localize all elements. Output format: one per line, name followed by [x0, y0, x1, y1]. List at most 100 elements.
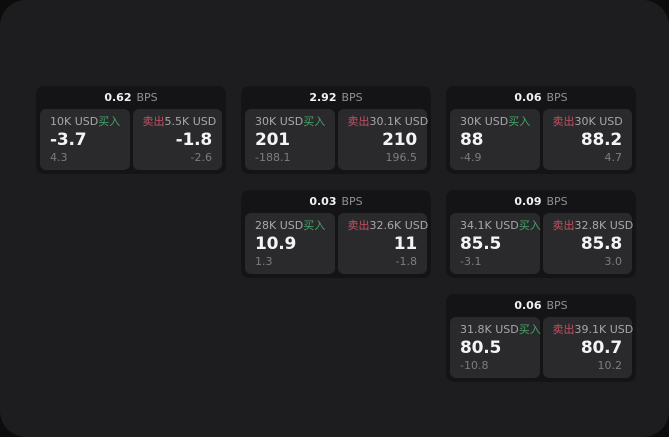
buy-side-label: 买入 — [518, 323, 541, 336]
sell-side-label: 卖出 — [552, 323, 575, 336]
buy-panel[interactable]: 10K USD 买入 -3.7 4.3 — [40, 109, 130, 170]
buy-panel[interactable]: 28K USD 买入 10.9 1.3 — [245, 213, 335, 274]
quote-card: 0.09 BPS 34.1K USD 买入 85.5 -3.1 卖出 32.8K … — [446, 190, 636, 278]
quote-card: 0.06 BPS 30K USD 买入 88 -4.9 卖出 30K USD 88… — [446, 86, 636, 174]
sell-size-label: 32.8K USD — [574, 219, 634, 232]
buy-sub-value: -188.1 — [255, 150, 291, 164]
sell-sub-value: -2.6 — [190, 150, 212, 164]
buy-side-label: 买入 — [98, 115, 121, 128]
buy-price-value: 10.9 — [255, 233, 297, 254]
buy-side-label: 买入 — [518, 219, 541, 232]
sell-panel[interactable]: 卖出 39.1K USD 80.7 10.2 — [542, 317, 634, 378]
sell-side-label: 卖出 — [142, 115, 165, 128]
sell-panel[interactable]: 卖出 30.1K USD 210 196.5 — [337, 109, 429, 170]
buy-size-label: 28K USD — [255, 219, 304, 232]
buy-price-value: 201 — [255, 129, 290, 150]
sell-panel-top: 卖出 32.6K USD — [347, 219, 429, 232]
buy-size-label: 34.1K USD — [460, 219, 519, 232]
buy-panel-top: 10K USD 买入 — [50, 115, 121, 128]
buy-size-label: 31.8K USD — [460, 323, 519, 336]
bps-value: 2.92 — [309, 91, 337, 104]
buy-size-label: 30K USD — [460, 115, 509, 128]
buy-sub-value: -3.1 — [460, 254, 482, 268]
buy-panel-top: 28K USD 买入 — [255, 219, 326, 232]
sell-panel[interactable]: 卖出 32.6K USD 11 -1.8 — [337, 213, 429, 274]
buy-size-label: 10K USD — [50, 115, 99, 128]
sell-side-label: 卖出 — [347, 219, 370, 232]
sell-panel-top: 卖出 5.5K USD — [142, 115, 217, 128]
bps-value: 0.09 — [514, 195, 542, 208]
bps-value: 0.03 — [309, 195, 337, 208]
sell-panel[interactable]: 卖出 32.8K USD 85.8 3.0 — [542, 213, 634, 274]
buy-side-label: 买入 — [303, 115, 326, 128]
card-bps-header: 0.62 BPS — [36, 86, 226, 109]
buy-panel[interactable]: 30K USD 买入 88 -4.9 — [450, 109, 540, 170]
quote-card: 0.62 BPS 10K USD 买入 -3.7 4.3 卖出 5.5K USD … — [36, 86, 226, 174]
sell-price-value: 88.2 — [580, 129, 622, 150]
card-body: 30K USD 买入 201 -188.1 卖出 30.1K USD 210 1… — [241, 109, 431, 174]
buy-price-value: 80.5 — [460, 337, 502, 358]
sell-sub-value: 3.0 — [604, 254, 623, 268]
sell-size-label: 30.1K USD — [369, 115, 429, 128]
sell-panel-top: 卖出 30.1K USD — [347, 115, 429, 128]
card-body: 30K USD 买入 88 -4.9 卖出 30K USD 88.2 4.7 — [446, 109, 636, 174]
buy-size-label: 30K USD — [255, 115, 304, 128]
sell-panel-top: 卖出 39.1K USD — [552, 323, 634, 336]
card-bps-header: 0.09 BPS — [446, 190, 636, 213]
quote-card: 2.92 BPS 30K USD 买入 201 -188.1 卖出 30.1K U… — [241, 86, 431, 174]
buy-sub-value: 4.3 — [50, 150, 68, 164]
buy-price-value: -3.7 — [50, 129, 87, 150]
buy-sub-value: 1.3 — [255, 254, 273, 268]
sell-sub-value: -1.8 — [395, 254, 417, 268]
card-body: 31.8K USD 买入 80.5 -10.8 卖出 39.1K USD 80.… — [446, 317, 636, 382]
sell-price-value: 210 — [382, 129, 417, 150]
buy-panel[interactable]: 30K USD 买入 201 -188.1 — [245, 109, 335, 170]
sell-price-value: 80.7 — [580, 337, 622, 358]
buy-price-value: 85.5 — [460, 233, 502, 254]
sell-sub-value: 4.7 — [604, 150, 623, 164]
buy-sub-value: -4.9 — [460, 150, 482, 164]
bps-unit-label: BPS — [546, 299, 568, 312]
sell-panel-top: 卖出 32.8K USD — [552, 219, 634, 232]
quote-cards-grid: 0.62 BPS 10K USD 买入 -3.7 4.3 卖出 5.5K USD … — [36, 86, 636, 382]
buy-side-label: 买入 — [508, 115, 531, 128]
bps-value: 0.06 — [514, 299, 542, 312]
sell-sub-value: 196.5 — [385, 150, 418, 164]
card-bps-header: 2.92 BPS — [241, 86, 431, 109]
sell-size-label: 30K USD — [574, 115, 623, 128]
bps-unit-label: BPS — [341, 91, 363, 104]
sell-panel[interactable]: 卖出 30K USD 88.2 4.7 — [542, 109, 632, 170]
card-body: 28K USD 买入 10.9 1.3 卖出 32.6K USD 11 -1.8 — [241, 213, 431, 278]
sell-size-label: 32.6K USD — [369, 219, 429, 232]
sell-price-value: 11 — [393, 233, 417, 254]
sell-panel[interactable]: 卖出 5.5K USD -1.8 -2.6 — [132, 109, 222, 170]
sell-size-label: 5.5K USD — [164, 115, 217, 128]
bps-unit-label: BPS — [341, 195, 363, 208]
sell-side-label: 卖出 — [552, 115, 575, 128]
bps-value: 0.06 — [514, 91, 542, 104]
buy-side-label: 买入 — [303, 219, 326, 232]
buy-sub-value: -10.8 — [460, 358, 489, 372]
sell-price-value: 85.8 — [580, 233, 622, 254]
buy-panel[interactable]: 31.8K USD 买入 80.5 -10.8 — [450, 317, 541, 378]
card-bps-header: 0.06 BPS — [446, 294, 636, 317]
card-body: 34.1K USD 买入 85.5 -3.1 卖出 32.8K USD 85.8… — [446, 213, 636, 278]
quote-card: 0.06 BPS 31.8K USD 买入 80.5 -10.8 卖出 39.1K… — [446, 294, 636, 382]
sell-price-value: -1.8 — [175, 129, 213, 150]
card-body: 10K USD 买入 -3.7 4.3 卖出 5.5K USD -1.8 -2.… — [36, 109, 226, 174]
sell-side-label: 卖出 — [347, 115, 370, 128]
bps-unit-label: BPS — [546, 91, 568, 104]
sell-sub-value: 10.2 — [597, 358, 623, 372]
bps-value: 0.62 — [104, 91, 132, 104]
card-bps-header: 0.06 BPS — [446, 86, 636, 109]
sell-panel-top: 卖出 30K USD — [552, 115, 623, 128]
buy-panel[interactable]: 34.1K USD 买入 85.5 -3.1 — [450, 213, 541, 274]
sell-size-label: 39.1K USD — [574, 323, 634, 336]
buy-price-value: 88 — [460, 129, 484, 150]
sell-side-label: 卖出 — [552, 219, 575, 232]
quote-card: 0.03 BPS 28K USD 买入 10.9 1.3 卖出 32.6K USD… — [241, 190, 431, 278]
bps-unit-label: BPS — [136, 91, 158, 104]
buy-panel-top: 30K USD 买入 — [460, 115, 531, 128]
bps-unit-label: BPS — [546, 195, 568, 208]
